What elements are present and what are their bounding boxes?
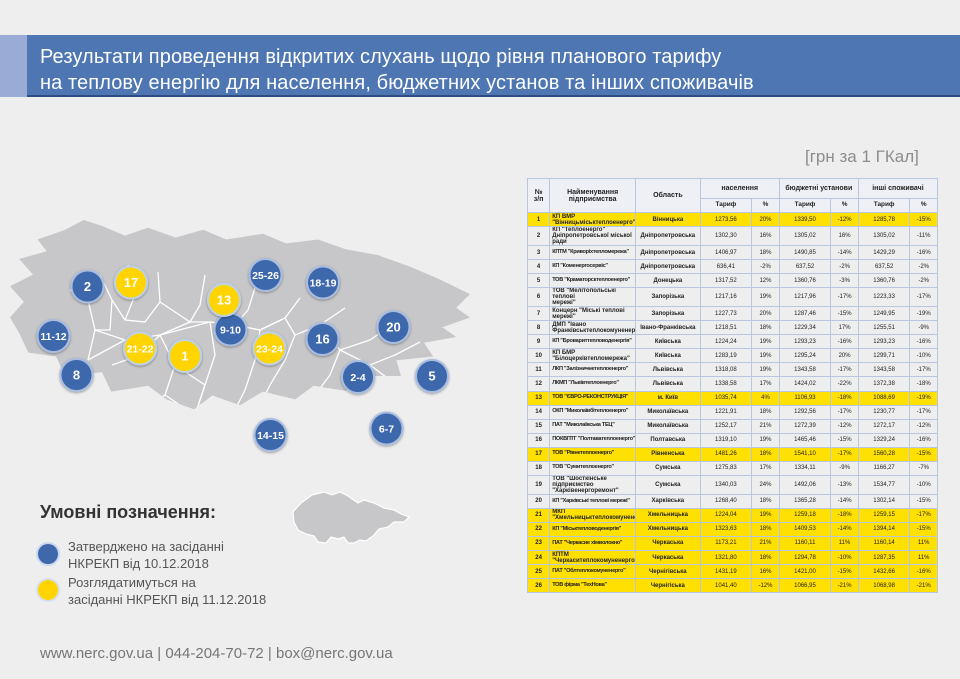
svg-text:9-10: 9-10 [220, 325, 241, 337]
svg-text:6-7: 6-7 [379, 424, 394, 436]
svg-text:11-12: 11-12 [40, 331, 66, 343]
svg-text:23-24: 23-24 [256, 344, 283, 356]
svg-text:2: 2 [84, 279, 91, 294]
svg-text:20: 20 [386, 320, 400, 335]
svg-text:21-22: 21-22 [127, 344, 154, 356]
svg-text:2-4: 2-4 [350, 372, 365, 384]
svg-text:16: 16 [315, 332, 329, 347]
svg-text:17: 17 [124, 275, 138, 290]
svg-text:14-15: 14-15 [257, 430, 284, 442]
svg-text:8: 8 [73, 368, 80, 383]
svg-text:1: 1 [181, 349, 188, 364]
svg-text:13: 13 [217, 293, 231, 308]
svg-text:25-26: 25-26 [252, 270, 279, 282]
svg-text:5: 5 [428, 369, 435, 384]
svg-text:18-19: 18-19 [310, 278, 337, 290]
